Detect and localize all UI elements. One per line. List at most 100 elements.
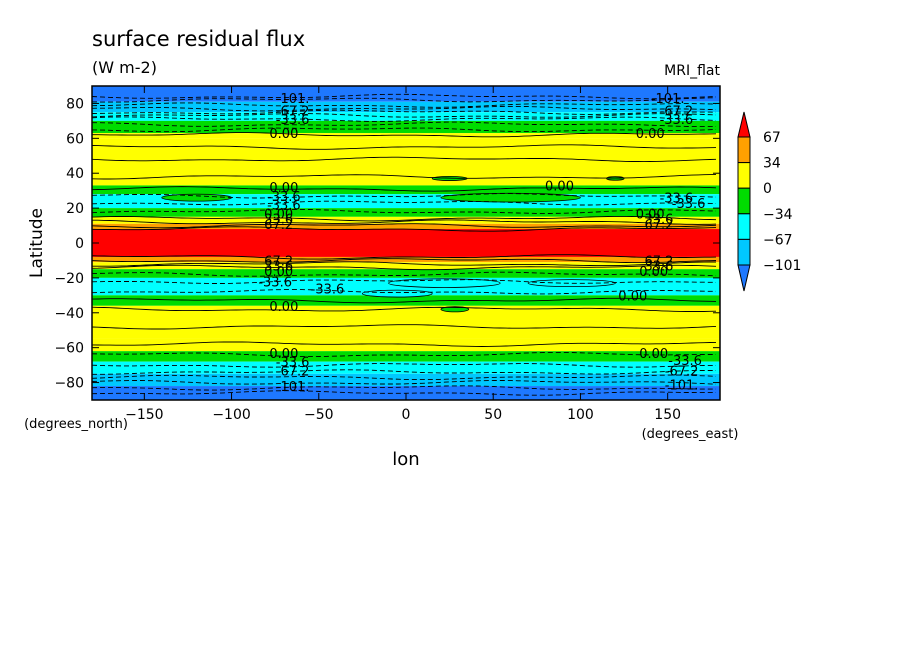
contour-label-11: 0.00 — [545, 179, 574, 194]
y-tick-label-4: 0 — [75, 236, 84, 252]
contour-line-6 — [92, 116, 717, 122]
contour-label-6: -33.6 — [660, 113, 694, 128]
contour-line-32 — [92, 351, 716, 358]
contour-label-34: 0.00 — [639, 347, 668, 362]
contour-label-15: 33.6 — [264, 213, 293, 228]
x-tick-label-6: 150 — [654, 407, 681, 423]
band-4 — [92, 133, 720, 139]
y-tick-label-1: −60 — [54, 341, 84, 357]
colorbar-seg-3 — [737, 213, 751, 240]
contour-line-2 — [92, 102, 717, 108]
contour-line-20 — [92, 226, 717, 232]
x-tick-label-3: 0 — [402, 407, 411, 423]
colorbar-seg-4 — [737, 238, 751, 266]
band-17 — [92, 305, 720, 339]
contour-labels: -101.-67.2-33.60.00-101.-67.2-33.60.000.… — [258, 92, 705, 395]
y-axis-label: Latitude — [27, 208, 47, 278]
contour-label-33: -101. — [276, 380, 310, 395]
band-18 — [92, 338, 720, 352]
colorbar-label-3: −34 — [763, 207, 793, 223]
contour-label-1: -67.2 — [276, 104, 310, 119]
x-axis-label: lon — [392, 449, 419, 470]
color-bands — [92, 86, 720, 400]
colorbar-bottom-arrow — [737, 264, 751, 292]
contour-label-37: -101. — [665, 378, 699, 393]
colorbar-label-1: 34 — [763, 156, 781, 172]
patch-2 — [361, 289, 433, 298]
contour-line-26 — [92, 279, 717, 284]
contour-label-10: -33.6 — [267, 199, 301, 214]
contour-label-4: -101. — [651, 92, 685, 107]
contour-line-1 — [92, 97, 717, 103]
contour-line-13 — [92, 186, 717, 192]
band-21 — [92, 373, 720, 387]
contour-line-31 — [92, 341, 717, 347]
band-20 — [92, 361, 720, 374]
contour-line-7 — [92, 121, 717, 128]
colorbar-seg-2 — [737, 187, 751, 215]
band-5 — [92, 138, 720, 186]
band-12 — [92, 256, 720, 263]
contour-label-24: 33.6 — [644, 260, 673, 275]
contour-label-7: 0.00 — [636, 127, 665, 142]
contour-line-0 — [92, 93, 717, 100]
band-2 — [92, 112, 720, 121]
contour-line-10 — [92, 144, 717, 150]
contour-line-35 — [92, 374, 717, 381]
band-13 — [92, 262, 720, 270]
contour-label-36: -67.2 — [665, 364, 699, 379]
band-11 — [92, 229, 720, 257]
contour-line-36 — [92, 380, 717, 385]
contour-line-16 — [92, 208, 717, 214]
contour-label-3: 0.00 — [269, 127, 298, 142]
y-tick-label-7: 60 — [66, 131, 84, 147]
model-label: MRI_flat — [664, 63, 720, 79]
contour-line-8 — [92, 127, 717, 133]
contour-line-19 — [92, 223, 717, 229]
colorbar-label-5: −101 — [763, 258, 801, 274]
band-16 — [92, 295, 720, 306]
contour-line-27 — [92, 289, 716, 295]
colorbar-seg-0 — [737, 136, 751, 164]
chart-title: surface residual flux — [92, 27, 305, 51]
y-tick-label-6: 40 — [66, 166, 84, 182]
contour-label-23: 67.2 — [644, 254, 673, 269]
patch-1 — [527, 279, 616, 288]
contour-line-4 — [92, 109, 717, 115]
contour-label-17: 0.00 — [636, 207, 665, 222]
contour-line-24 — [92, 264, 717, 271]
contour-label-18: 33.6 — [644, 213, 673, 228]
contour-line-17 — [92, 215, 717, 222]
band-10 — [92, 223, 720, 230]
band-14 — [92, 269, 720, 278]
contour-line-14 — [92, 193, 717, 199]
contour-label-12: -33.6 — [660, 192, 694, 207]
contour-line-34 — [92, 369, 716, 375]
contour-label-29: 0.00 — [269, 300, 298, 315]
contour-label-27: -33.6 — [311, 282, 345, 297]
contour-line-29 — [92, 306, 717, 312]
y-tick-label-2: −40 — [54, 306, 84, 322]
contour-label-22: 0.00 — [264, 265, 293, 280]
contour-line-21 — [92, 254, 717, 260]
y-tick-label-0: −80 — [54, 376, 84, 392]
y-tick-label-8: 80 — [66, 96, 84, 112]
contour-label-5: -67.2 — [660, 104, 694, 119]
x-axis: −150 −100 −50 0 50 100 150 — [125, 86, 681, 423]
y-tick-label-5: 20 — [66, 201, 84, 217]
contour-label-31: -33.6 — [276, 356, 310, 371]
contour-line-25 — [92, 271, 717, 277]
x-tick-label-2: −50 — [304, 407, 334, 423]
y-axis-units: (degrees_north) — [24, 417, 128, 432]
contour-label-19: 67.2 — [644, 218, 673, 233]
contour-line-37 — [92, 385, 716, 391]
contour-label-21: 33.6 — [264, 260, 293, 275]
colorbar-top-arrow — [737, 111, 751, 138]
contour-label-13: -33.6 — [672, 197, 706, 212]
contour-line-12 — [92, 174, 716, 180]
contour-label-32: -67.2 — [276, 364, 310, 379]
band-19 — [92, 351, 720, 362]
contour-label-30: 0.00 — [269, 347, 298, 362]
colorbar-label-2: 0 — [763, 181, 772, 197]
